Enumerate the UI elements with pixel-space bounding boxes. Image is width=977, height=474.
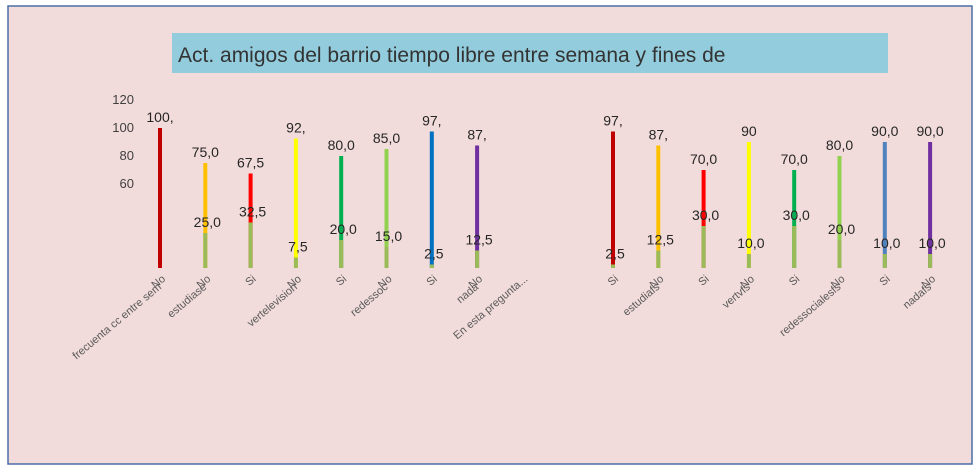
data-label: 85,0 xyxy=(373,130,400,146)
bar xyxy=(792,226,797,268)
bar xyxy=(339,240,344,268)
data-label: 30,0 xyxy=(783,207,810,223)
bar xyxy=(429,264,434,268)
data-label: 90,0 xyxy=(871,123,898,139)
bar xyxy=(882,254,887,268)
bar xyxy=(656,145,661,268)
bar xyxy=(158,128,162,268)
data-label: 100, xyxy=(146,109,173,125)
data-label: 12,5 xyxy=(647,232,674,248)
data-label: 90,0 xyxy=(916,123,943,139)
bar xyxy=(837,240,842,268)
data-label: 10,0 xyxy=(737,235,764,251)
data-label: 80,0 xyxy=(328,137,355,153)
data-label: 25,0 xyxy=(194,214,221,230)
data-label: 80,0 xyxy=(826,137,853,153)
data-label: 32,5 xyxy=(239,204,266,220)
y-tick-label: 60 xyxy=(120,176,134,191)
bar xyxy=(701,226,706,268)
data-label: 10,0 xyxy=(918,235,945,251)
data-label: 2,5 xyxy=(424,246,444,262)
bar xyxy=(611,131,615,268)
data-label: 30,0 xyxy=(692,207,719,223)
bar xyxy=(293,138,298,268)
data-label: 75,0 xyxy=(192,144,219,160)
bar xyxy=(429,131,434,268)
bar xyxy=(746,254,751,268)
bar xyxy=(293,257,298,268)
data-label: 97, xyxy=(603,113,622,129)
y-tick-label: 100 xyxy=(112,120,134,135)
data-label: 67,5 xyxy=(237,155,264,171)
data-label: 7,5 xyxy=(288,239,308,255)
bar xyxy=(248,173,253,268)
bar xyxy=(339,156,344,268)
data-label: 97, xyxy=(422,113,441,129)
chart-title: Act. amigos del barrio tiempo libre entr… xyxy=(178,44,725,67)
data-label: 20,0 xyxy=(330,221,357,237)
y-tick-label: 80 xyxy=(120,148,134,163)
bar xyxy=(203,233,208,268)
bar xyxy=(928,254,933,268)
bar xyxy=(384,149,389,268)
data-label: 20,0 xyxy=(828,221,855,237)
title-box xyxy=(172,33,888,73)
data-label: 87, xyxy=(467,127,486,143)
bar xyxy=(746,142,751,268)
data-label: 70,0 xyxy=(690,151,717,167)
bar xyxy=(792,170,797,268)
bar xyxy=(882,142,887,268)
bar xyxy=(475,250,480,268)
data-label: 90 xyxy=(741,123,757,139)
data-label: 2,5 xyxy=(605,246,625,262)
bar xyxy=(611,264,615,268)
bar xyxy=(928,142,933,268)
bar xyxy=(203,163,208,268)
bar xyxy=(837,156,842,268)
data-label: 12,5 xyxy=(465,232,492,248)
bar xyxy=(701,170,706,268)
data-label: 92, xyxy=(286,120,305,136)
data-label: 10,0 xyxy=(873,235,900,251)
data-label: 15,0 xyxy=(375,228,402,244)
chart-area xyxy=(7,5,973,465)
bar xyxy=(475,145,480,268)
y-tick-label: 120 xyxy=(112,92,134,107)
bar xyxy=(248,222,253,268)
data-label: 87, xyxy=(649,127,668,143)
bar xyxy=(384,247,389,268)
data-label: 70,0 xyxy=(781,151,808,167)
bar xyxy=(656,250,661,268)
